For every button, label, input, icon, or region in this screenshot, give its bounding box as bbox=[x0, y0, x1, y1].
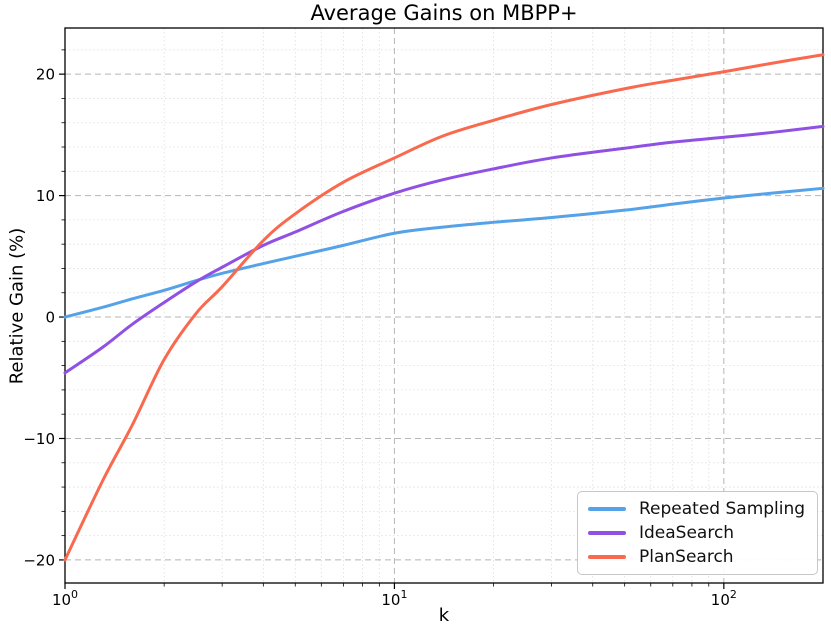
series-line-repeated-sampling bbox=[63, 186, 825, 319]
legend-item-repeated-sampling: Repeated Sampling bbox=[588, 499, 807, 519]
legend-label: PlanSearch bbox=[639, 547, 734, 567]
x-tick-label: 102 bbox=[711, 588, 737, 609]
series-line-plansearch bbox=[63, 53, 825, 562]
y-tick-label: −20 bbox=[23, 551, 55, 569]
grid-minor bbox=[65, 28, 823, 583]
legend-label: IdeaSearch bbox=[639, 523, 735, 543]
legend: Repeated Sampling IdeaSearch PlanSearch bbox=[577, 491, 818, 575]
legend-label: Repeated Sampling bbox=[639, 499, 806, 519]
y-tick-label: 10 bbox=[36, 187, 55, 205]
y-tick-label: 20 bbox=[36, 66, 55, 84]
legend-swatch bbox=[588, 555, 626, 559]
y-tick-label: −10 bbox=[23, 430, 55, 448]
legend-swatch bbox=[588, 507, 626, 511]
series-line-ideasearch bbox=[63, 124, 825, 375]
y-tick-label: 0 bbox=[45, 309, 55, 327]
plot-frame bbox=[64, 27, 824, 584]
chart-title: Average Gains on MBPP+ bbox=[310, 1, 578, 25]
legend-item-plansearch: PlanSearch bbox=[588, 547, 807, 567]
x-tick-label: 100 bbox=[52, 588, 78, 609]
x-axis-label: k bbox=[438, 605, 450, 626]
legend-swatch bbox=[588, 531, 626, 535]
legend-item-ideasearch: IdeaSearch bbox=[588, 523, 807, 543]
x-tick-label: 101 bbox=[381, 588, 407, 609]
